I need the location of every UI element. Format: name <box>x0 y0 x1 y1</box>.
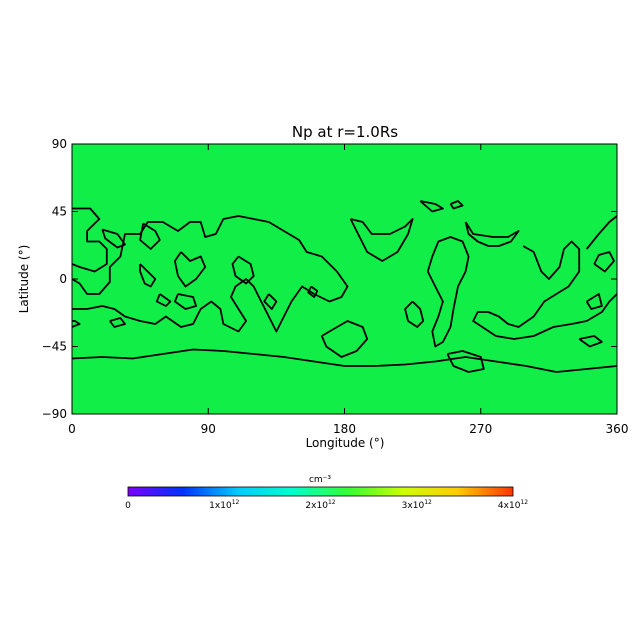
colorbar: cm⁻³ 0 1x1012 2x1012 3x1012 4x1012 <box>125 475 528 511</box>
contour-line <box>426 236 470 348</box>
contour-line <box>320 320 369 358</box>
colorbar-ticks: 0 1x1012 2x1012 3x1012 4x1012 <box>125 499 528 511</box>
colorbar-gradient <box>127 486 514 497</box>
contour-line <box>101 228 126 249</box>
x-tick-label: 180 <box>333 422 356 436</box>
colorbar-tick-label: 4x1012 <box>498 499 528 511</box>
plot-area <box>71 143 618 415</box>
x-tick-label: 90 <box>201 422 216 436</box>
contour-line <box>109 317 126 328</box>
contour-line <box>593 251 615 273</box>
contour-line <box>464 221 520 247</box>
contour-line <box>449 200 464 210</box>
contour-lines <box>71 200 618 373</box>
contour-line <box>404 300 425 328</box>
contour-line <box>71 215 349 333</box>
contour-line <box>446 350 485 373</box>
contour-line <box>174 251 207 288</box>
contour-line <box>71 207 108 273</box>
contour-line <box>585 215 618 250</box>
y-tick-label: 90 <box>52 137 67 151</box>
y-tick-label: −45 <box>42 340 67 354</box>
contour-line <box>263 293 278 310</box>
contour-line <box>419 200 444 213</box>
x-axis-ticks: 0 90 180 270 360 <box>68 144 628 436</box>
contour-line <box>578 335 603 348</box>
contour-line <box>71 348 618 373</box>
contour-line <box>174 293 197 310</box>
contour-line <box>231 255 255 285</box>
colorbar-tick-label: 1x1012 <box>209 499 239 511</box>
y-axis-label: Latitude (°) <box>17 245 31 314</box>
y-tick-label: 45 <box>52 205 67 219</box>
contour-line <box>155 293 172 307</box>
plot-field <box>72 144 617 414</box>
colorbar-tick-label: 0 <box>125 501 131 511</box>
x-tick-label: 360 <box>606 422 629 436</box>
contour-line <box>585 293 603 310</box>
y-tick-label: 0 <box>59 272 67 286</box>
contour-line <box>307 285 319 298</box>
x-axis-label: Longitude (°) <box>306 436 385 450</box>
contour-line <box>472 240 618 340</box>
colorbar-label: cm⁻³ <box>309 475 331 485</box>
x-tick-label: 270 <box>469 422 492 436</box>
contour-line <box>139 222 161 250</box>
y-tick-label: −90 <box>42 407 67 421</box>
colorbar-tick-label: 2x1012 <box>305 499 335 511</box>
x-tick-label: 0 <box>68 422 76 436</box>
y-axis-ticks: 90 45 0 −45 −90 <box>42 137 617 421</box>
contour-line <box>71 320 81 328</box>
contour-line <box>139 263 157 288</box>
colorbar-tick-label: 3x1012 <box>402 499 432 511</box>
contour-line <box>349 218 414 262</box>
chart-title: Np at r=1.0Rs <box>292 123 398 141</box>
